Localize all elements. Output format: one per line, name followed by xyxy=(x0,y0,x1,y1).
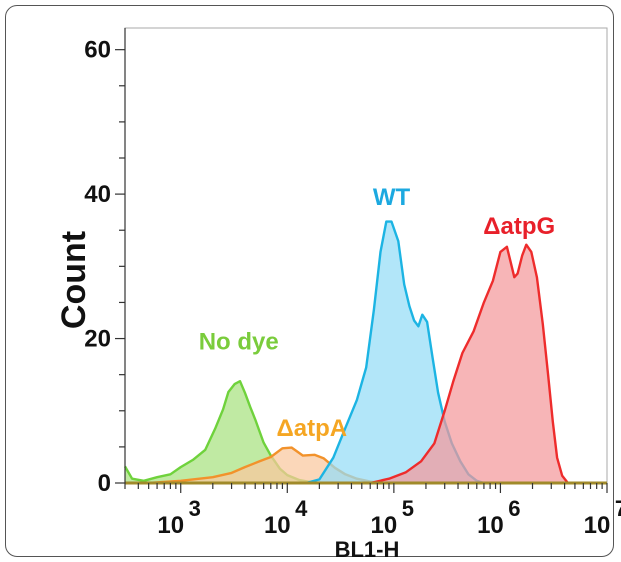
x-tick-label-1: 10 xyxy=(264,512,291,539)
x-tick-label-3: 10 xyxy=(477,512,504,539)
y-tick-label-2: 40 xyxy=(84,181,111,208)
x-tick-label-4: 10 xyxy=(584,512,611,539)
y-tick-label-3: 60 xyxy=(84,37,111,64)
series-line-3 xyxy=(369,243,569,485)
y-tick-label-1: 20 xyxy=(84,326,111,353)
y-axis-label: Count xyxy=(55,231,93,329)
x-tick-exponent-3: 6 xyxy=(508,496,520,521)
series-layer xyxy=(123,220,569,485)
x-tick-exponent-1: 4 xyxy=(295,496,308,521)
x-tick-exponent-4: 7 xyxy=(615,496,621,521)
x-tick-exponent-2: 5 xyxy=(402,496,414,521)
series-annotation-1: ΔatpA xyxy=(277,415,348,442)
x-tick-exponent-0: 3 xyxy=(189,496,201,521)
axis-layer: 1031041051061070204060 xyxy=(84,28,621,539)
series-annotation-0: No dye xyxy=(199,328,279,355)
chart-frame xyxy=(5,5,614,557)
series-annotation-3: ΔatpG xyxy=(483,213,555,240)
x-axis-label: BL1-H xyxy=(335,537,400,562)
label-layer: No dye ΔatpA WT ΔatpG xyxy=(199,184,555,442)
x-tick-label-2: 10 xyxy=(371,512,398,539)
y-tick-label-0: 0 xyxy=(98,470,111,497)
series-area-3 xyxy=(370,244,568,483)
x-tick-label-0: 10 xyxy=(157,512,184,539)
series-area-0 xyxy=(125,381,330,483)
series-annotation-2: WT xyxy=(373,184,411,211)
